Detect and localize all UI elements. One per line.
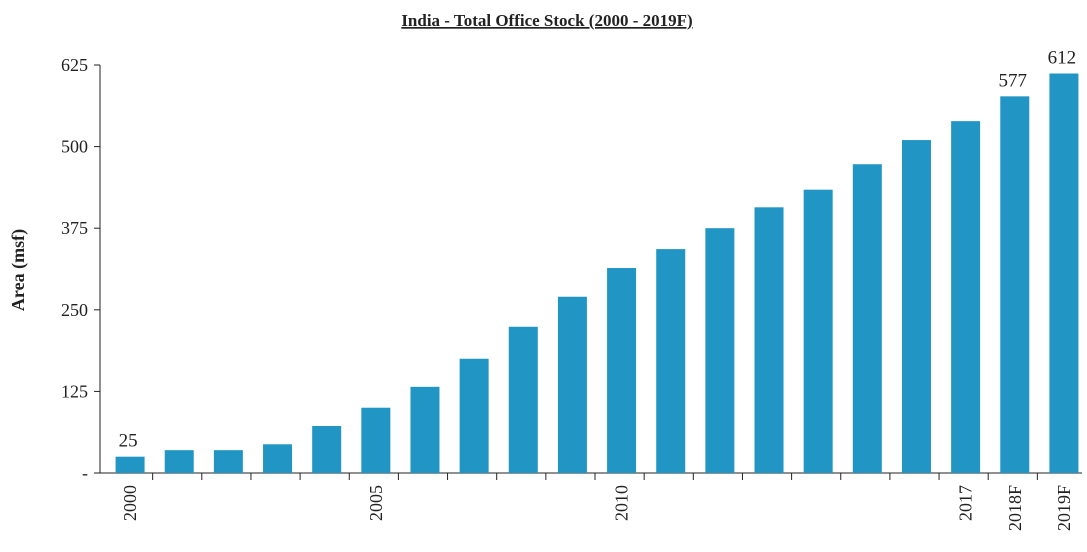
y-tick-label: 125 xyxy=(61,381,88,401)
x-tick-label: 2017 xyxy=(956,485,976,521)
bar xyxy=(705,228,735,473)
bar xyxy=(901,140,931,473)
bar xyxy=(312,425,342,473)
y-tick-label: 250 xyxy=(61,300,88,320)
bar xyxy=(607,268,637,473)
x-tick-label: 2019F xyxy=(1054,485,1074,531)
bar xyxy=(410,386,440,473)
bar xyxy=(754,207,784,473)
bar xyxy=(656,249,686,473)
data-label: 577 xyxy=(999,70,1028,91)
bar xyxy=(164,450,194,473)
bar xyxy=(1049,73,1079,474)
bar xyxy=(263,444,293,473)
y-tick-label: 500 xyxy=(61,137,88,157)
bar xyxy=(508,326,538,473)
bar xyxy=(951,121,981,473)
y-axis-label: Area (msf) xyxy=(8,229,29,311)
x-tick-label: 2005 xyxy=(366,485,386,521)
chart-title: India - Total Office Stock (2000 - 2019F… xyxy=(401,11,692,30)
bar xyxy=(115,456,145,473)
y-tick-label: 625 xyxy=(61,55,88,75)
bar xyxy=(852,164,882,474)
x-tick-label: 2010 xyxy=(612,485,632,521)
bar xyxy=(213,450,243,473)
bar xyxy=(1000,96,1030,473)
data-label: 25 xyxy=(119,431,138,452)
y-tick-label: - xyxy=(82,463,88,483)
bar xyxy=(361,407,391,473)
y-tick-label: 375 xyxy=(61,218,88,238)
data-label: 612 xyxy=(1048,47,1077,68)
bar xyxy=(557,296,587,473)
x-tick-label: 2018F xyxy=(1005,485,1025,531)
bar xyxy=(803,189,833,473)
bar xyxy=(459,358,489,473)
x-tick-label: 2000 xyxy=(120,485,140,521)
